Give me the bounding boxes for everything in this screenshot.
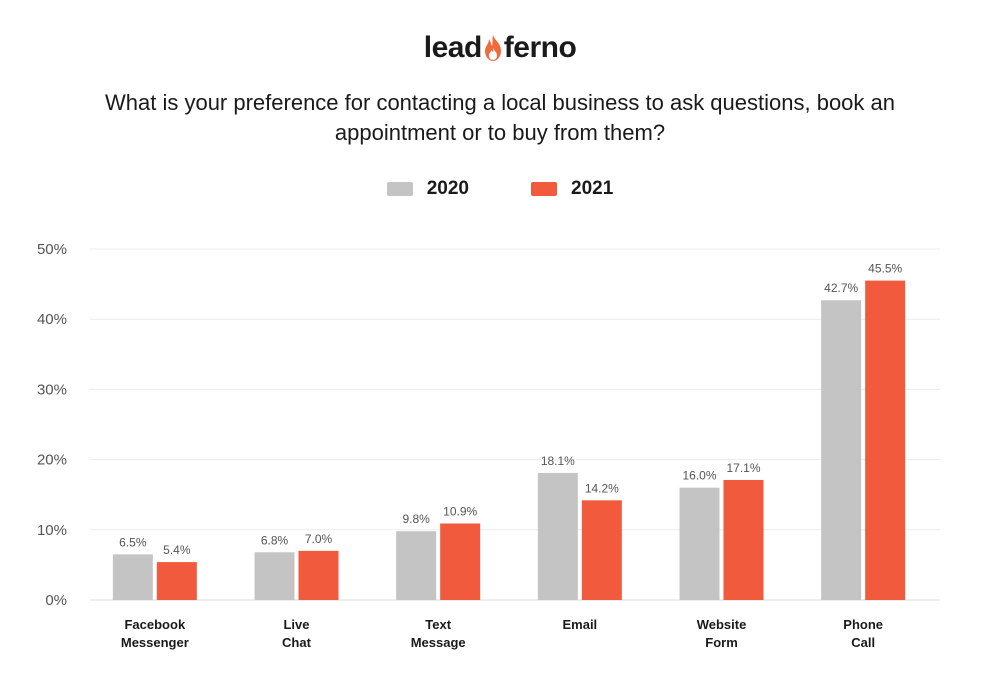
data-label-2020: 18.1%	[541, 454, 575, 468]
logo-text-lead: lead	[423, 31, 483, 65]
bar-2021	[440, 523, 481, 600]
y-tick-label: 20%	[37, 452, 67, 469]
bar-2021	[156, 562, 197, 600]
legend-label-2020: 2020	[426, 178, 469, 199]
data-label-2021: 17.1%	[726, 461, 760, 475]
x-tick-label: Live	[283, 617, 309, 632]
data-label-2021: 7.0%	[305, 532, 333, 546]
data-label-2020: 6.8%	[261, 533, 289, 547]
legend-item-2020: 2020	[386, 178, 469, 200]
legend-item-2021: 2021	[531, 178, 613, 200]
bar-2020	[112, 554, 153, 600]
x-tick-label: Website	[697, 617, 747, 632]
data-label-2020: 16.0%	[682, 469, 716, 483]
bar-2020	[679, 487, 720, 600]
data-label-2020: 42.7%	[824, 281, 858, 295]
legend-label-2021: 2021	[571, 178, 614, 199]
x-tick-label: Call	[851, 635, 875, 650]
y-tick-label: 30%	[37, 381, 67, 398]
data-label-2020: 6.5%	[119, 535, 147, 549]
y-tick-label: 40%	[37, 311, 67, 328]
data-label-2021: 10.9%	[443, 504, 477, 518]
y-tick-label: 0%	[45, 592, 67, 609]
flame-icon	[484, 35, 501, 62]
chart-title: What is your preference for contacting a…	[105, 90, 895, 145]
data-label-2021: 5.4%	[163, 543, 191, 557]
y-tick-label: 50%	[37, 241, 67, 258]
x-tick-label: Message	[411, 635, 466, 650]
x-tick-label: Text	[425, 617, 451, 632]
bar-2021	[581, 500, 622, 600]
x-tick-label: Email	[562, 617, 597, 632]
legend-swatch-2021	[531, 182, 557, 196]
x-tick-label: Messenger	[121, 635, 189, 650]
y-tick-label: 10%	[37, 522, 67, 539]
bar-2021	[865, 280, 906, 600]
data-label-2021: 14.2%	[585, 481, 619, 495]
bar-2020	[396, 531, 437, 600]
bar-2020	[254, 552, 295, 600]
x-tick-label: Facebook	[124, 617, 185, 632]
data-label-2021: 45.5%	[868, 262, 902, 276]
legend-swatch-2020	[386, 182, 413, 196]
bar-2020	[537, 472, 578, 600]
x-tick-label: Phone	[843, 617, 883, 632]
bar-2020	[821, 300, 862, 600]
x-tick-label: Form	[705, 635, 738, 650]
legend: 2020 2021	[0, 178, 1000, 200]
x-tick-label: Chat	[282, 635, 312, 650]
logo-text-ferno: ferno	[503, 31, 577, 65]
leadferno-logo: lead ferno	[0, 30, 1000, 65]
bar-2021	[723, 479, 764, 600]
data-label-2020: 9.8%	[402, 512, 430, 526]
bar-2021	[298, 550, 339, 600]
